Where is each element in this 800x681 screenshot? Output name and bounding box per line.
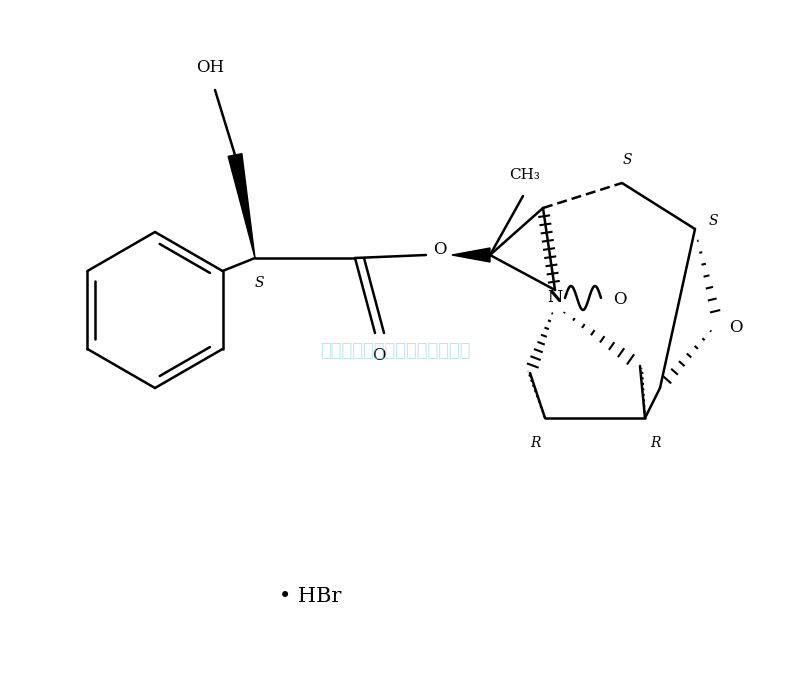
Text: S: S [708,214,718,228]
Text: CH₃: CH₃ [510,168,541,182]
Text: R: R [530,436,540,450]
Text: R: R [650,436,660,450]
Text: O: O [730,319,742,336]
Polygon shape [228,154,255,258]
Text: S: S [254,276,264,290]
Polygon shape [452,248,490,262]
Text: N: N [547,289,562,306]
Text: • HBr: • HBr [279,586,341,605]
Text: S: S [622,153,632,167]
Text: O: O [434,242,446,259]
Text: 四川省维克奇生物科技有限公司: 四川省维克奇生物科技有限公司 [320,342,470,360]
Text: OH: OH [196,59,224,76]
Text: O: O [614,291,626,308]
Text: O: O [372,347,386,364]
